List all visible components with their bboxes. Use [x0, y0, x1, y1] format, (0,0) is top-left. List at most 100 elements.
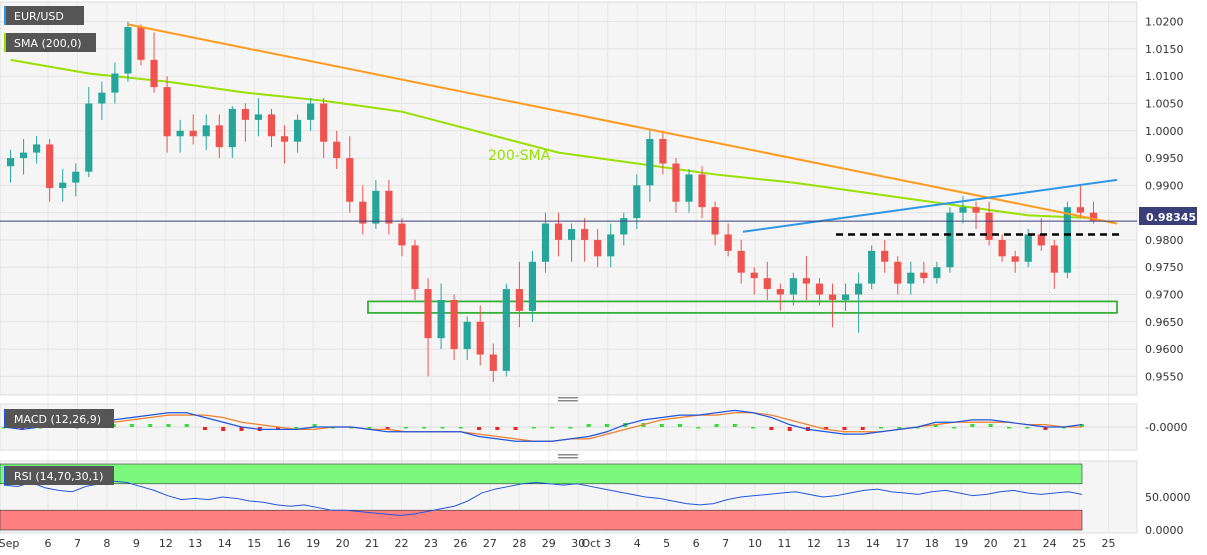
price-tick-label: 0.9600	[1145, 343, 1184, 356]
candle-body	[1050, 245, 1058, 273]
price-tick-label: 0.9650	[1145, 316, 1184, 329]
candle-body	[346, 158, 354, 202]
macd-histogram-bar	[330, 427, 335, 429]
macd-histogram-bar	[988, 424, 993, 427]
candle-body	[320, 103, 328, 142]
x-tick-label: 21	[1013, 537, 1027, 550]
candle-body	[620, 218, 628, 235]
price-panel-bg	[0, 1, 1138, 396]
candle-body	[33, 144, 41, 153]
x-tick-label: 29	[542, 537, 556, 550]
candle-body	[502, 289, 510, 371]
rsi-tick-label: 50.0000	[1145, 491, 1191, 504]
candle-body	[985, 212, 993, 240]
candle-body	[1063, 207, 1071, 273]
macd-histogram-bar	[1006, 427, 1011, 429]
candle-body	[476, 321, 484, 355]
rsi-oversold-zone	[0, 509, 1083, 531]
last-price-label: 0.98345	[1146, 211, 1196, 224]
legend-symbol-tag: EUR/USD	[4, 6, 84, 25]
candle-body	[776, 289, 784, 295]
macd-histogram-bar	[769, 427, 774, 430]
candle-body	[1011, 256, 1019, 262]
macd-histogram-bar	[20, 427, 25, 430]
candle-body	[1076, 207, 1085, 213]
legend-sma-label: SMA (200,0)	[14, 37, 82, 50]
rsi-overbought-zone	[0, 463, 1083, 485]
x-tick-label: 5	[663, 537, 670, 550]
x-tick-label: 22	[395, 537, 409, 550]
macd-histogram-bar	[1043, 427, 1048, 430]
x-tick-label: 6	[45, 537, 52, 550]
candle-body	[6, 158, 15, 167]
x-tick-label: 18	[925, 537, 939, 550]
x-tick-label: 12	[159, 537, 173, 550]
candle-body	[280, 136, 289, 142]
rsi-tick-label: 0.0000	[1145, 524, 1184, 537]
macd-histogram-bar	[824, 427, 829, 430]
candle-body	[698, 174, 706, 208]
x-tick-label: 20	[336, 537, 350, 550]
last-price-tag: 0.98345	[1139, 207, 1197, 225]
candle-body	[750, 272, 758, 279]
sma-annotation: 200-SMA	[488, 148, 551, 164]
macd-histogram-bar	[714, 424, 719, 427]
candle-body	[828, 294, 837, 300]
candle-body	[763, 278, 771, 290]
x-month-label: Oct	[581, 537, 601, 550]
candle-body	[841, 294, 850, 300]
candle-body	[359, 201, 367, 224]
candle-body	[920, 272, 928, 279]
macd-histogram-bar	[422, 427, 427, 429]
macd-histogram-bar	[312, 424, 317, 427]
y-axes: 1.0200 1.0150 1.0100 1.0050 1.0000 0.9950 0.99…	[1145, 16, 1191, 537]
x-tick-label: 10	[748, 537, 762, 550]
candle-body	[228, 108, 236, 148]
macd-histogram-bar	[933, 424, 938, 427]
macd-histogram-bar	[586, 424, 591, 427]
candle-body	[215, 125, 223, 148]
price-tick-label: 0.9750	[1145, 261, 1184, 274]
candle-body	[333, 141, 341, 159]
x-tick-label: 7	[74, 537, 81, 550]
candle-body	[424, 289, 432, 339]
candle-body	[176, 130, 184, 137]
x-tick-label: 14	[218, 537, 232, 550]
x-tick-label: 13	[188, 537, 202, 550]
x-tick-label: 17	[895, 537, 909, 550]
uptrend-line	[742, 178, 1118, 233]
price-tick-label: 1.0000	[1145, 125, 1184, 138]
candle-body	[607, 234, 615, 257]
candle-body	[998, 239, 1006, 257]
candle-body	[724, 234, 732, 251]
x-tick-label: 6	[693, 537, 700, 550]
candle-body	[894, 261, 902, 284]
candle-body	[150, 59, 158, 88]
candle-body	[815, 283, 824, 295]
macd-histogram-bar	[349, 427, 354, 429]
candle-body	[163, 87, 171, 137]
candle-body	[85, 103, 93, 172]
price-tick-label: 1.0100	[1145, 70, 1184, 83]
macd-histogram-bar	[440, 427, 445, 429]
macd-histogram-bar	[970, 424, 975, 427]
candle-body	[633, 185, 641, 219]
candle-body	[907, 272, 915, 284]
panel-resize-handle-rsi[interactable]	[558, 454, 578, 459]
panel-resize-handle-macd[interactable]	[558, 397, 578, 402]
candle-body	[72, 171, 80, 183]
macd-histogram-bar	[458, 427, 463, 429]
candle-body	[111, 73, 119, 93]
candle-body	[554, 223, 563, 240]
macd-histogram-bar	[385, 427, 390, 430]
x-tick-label: 21	[365, 537, 379, 550]
macd-histogram-bar	[604, 424, 609, 427]
price-tick-label: 0.9700	[1145, 289, 1184, 302]
candle-body	[685, 174, 693, 202]
candles	[6, 21, 1098, 382]
candle-body	[659, 138, 667, 164]
macd-histogram-bar	[495, 427, 500, 430]
candle-body	[437, 299, 445, 339]
candle-body	[515, 289, 523, 311]
